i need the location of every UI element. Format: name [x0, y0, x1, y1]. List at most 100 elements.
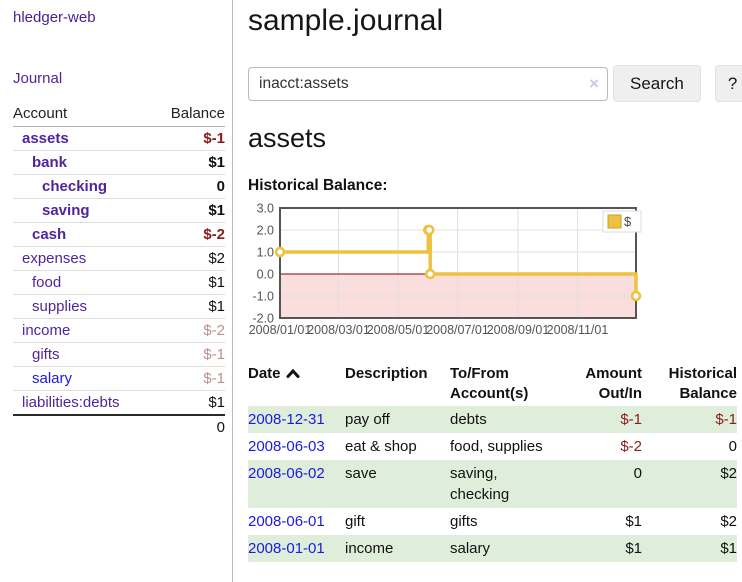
account-link-assets[interactable]: assets [22, 130, 69, 147]
register-amount-cell: $-1 [560, 406, 642, 433]
accounts-header-account: Account [13, 102, 154, 127]
y-tick-label: 0.0 [257, 268, 274, 282]
register-balance-cell: $2 [720, 513, 737, 530]
account-link-income[interactable]: income [22, 322, 71, 339]
transaction-date-link[interactable]: 2008-12-31 [248, 411, 325, 428]
account-name-cell: assets [13, 127, 154, 151]
account-name-cell: bank [13, 150, 154, 175]
search-button[interactable]: Search [613, 65, 701, 102]
register-description-cell: gift [345, 513, 366, 530]
data-point-marker [423, 224, 435, 236]
transaction-date-link[interactable]: 2008-06-01 [248, 513, 325, 530]
plot-border [279, 207, 637, 319]
legend-swatch [607, 214, 622, 229]
account-link-expenses[interactable]: expenses [22, 250, 87, 267]
account-name-cell: food [13, 270, 154, 295]
account-link-bank[interactable]: bank [32, 154, 68, 171]
register-date-cell: 2008-06-01 [248, 508, 345, 535]
account-row: bank $1 [13, 150, 225, 175]
register-balance-cell: $1 [642, 535, 737, 562]
transaction-date-link[interactable]: 2008-06-02 [248, 465, 325, 482]
help-button[interactable]: ? [714, 65, 742, 102]
legend-label: $ [624, 214, 632, 229]
account-name-cell: expenses [13, 246, 154, 271]
app-brand-link[interactable]: hledger-web [13, 9, 96, 26]
chart-label: Historical Balance: [248, 177, 388, 194]
register-balance-cell: 0 [728, 438, 737, 455]
accounts-total-spacer [13, 414, 154, 439]
register-accounts-cell: food, supplies [450, 438, 543, 455]
search-form: × Search ? [248, 65, 742, 102]
register-date-cell: 2008-01-01 [248, 535, 345, 562]
account-heading: assets [248, 123, 327, 153]
register-balance-cell: $2 [642, 460, 737, 508]
account-row: gifts $-1 [13, 342, 225, 367]
account-link-food[interactable]: food [32, 274, 62, 291]
register-header-date[interactable]: Date [248, 362, 345, 406]
account-balance: 0 [153, 174, 225, 199]
search-input[interactable] [248, 66, 608, 101]
register-amount-cell: 0 [560, 460, 642, 508]
account-link-gifts[interactable]: gifts [32, 346, 60, 363]
account-row: salary $-1 [13, 366, 225, 391]
account-link-cash[interactable]: cash [32, 226, 67, 243]
register-description-cell: eat & shop [345, 438, 417, 455]
account-balance: $2 [153, 246, 225, 271]
account-name-cell: salary [13, 366, 154, 391]
register-description-cell: save [345, 460, 450, 508]
account-balance: $-2 [153, 222, 225, 247]
account-link-saving[interactable]: saving [42, 202, 90, 219]
search-input-wrap: × [248, 66, 608, 101]
account-row: saving $1 [13, 198, 225, 223]
account-balance: $-1 [203, 130, 225, 147]
account-balance: $1 [153, 294, 225, 319]
x-tick-label: 2008/11/01 [547, 323, 609, 337]
register-accounts-cell: salary [450, 535, 560, 562]
register-date-cell: 2008-12-31 [248, 406, 345, 433]
sidebar-item-journal[interactable]: Journal [13, 70, 63, 87]
account-row: supplies $1 [13, 294, 225, 319]
y-tick-label: 3.0 [257, 202, 274, 216]
account-link-supplies[interactable]: supplies [32, 298, 88, 315]
x-tick-label: 2008/01/01 [249, 323, 312, 337]
accounts-header-balance: Balance [153, 102, 225, 127]
accounts-total-row: 0 [13, 414, 225, 439]
register-header-row: Date Description To/From Account(s) Amount … [248, 362, 737, 406]
register-amount-cell: $1 [560, 535, 642, 562]
x-tick-label: 2008/07/01 [426, 323, 489, 337]
account-link-checking[interactable]: checking [42, 178, 108, 195]
clear-search-icon[interactable]: × [589, 73, 599, 93]
register-balance-cell: $-1 [642, 406, 737, 433]
x-tick-label: 2008/09/01 [487, 323, 550, 337]
register-amount-cell: $1 [625, 513, 642, 530]
register-row: 2008-12-31 pay off debts $-1 $-1 [248, 406, 737, 433]
accounts-tree-table: Account Balance assets $-1 bank $1 checking 0… [13, 102, 225, 439]
account-balance: $1 [153, 270, 225, 295]
account-row: liabilities:debts $1 [13, 390, 225, 415]
register-row: 2008-06-01 gift gifts $1 $2 [248, 508, 737, 535]
register-header-description: Description [345, 365, 428, 382]
transaction-date-link[interactable]: 2008-06-03 [248, 438, 325, 455]
account-link-liabilities-debts[interactable]: liabilities:debts [22, 394, 120, 411]
register-header-amount-out-in: Amount Out/In [585, 365, 642, 402]
account-name-cell: cash [13, 222, 154, 247]
account-row: assets $-1 [13, 127, 225, 151]
data-point-marker [424, 268, 436, 280]
account-balance: $-2 [153, 318, 225, 343]
account-row: income $-2 [13, 318, 225, 343]
register-description-cell: income [345, 535, 450, 562]
page-title: sample.journal [248, 4, 444, 37]
register-date-cell: 2008-06-03 [248, 433, 345, 460]
register-row: 2008-06-03 eat & shop food, supplies $-2 0 [248, 433, 737, 460]
account-name-cell: saving [13, 198, 154, 223]
y-tick-label: -1.0 [252, 290, 274, 304]
data-point-marker [630, 290, 642, 302]
sidebar: hledger-web Journal Account Balance asse… [0, 0, 233, 582]
account-link-salary[interactable]: salary [32, 370, 73, 387]
register-date-cell: 2008-06-02 [248, 460, 345, 508]
register-header-historical-balance: Historical Balance [668, 365, 737, 402]
x-tick-label: 2008/05/01 [367, 323, 430, 337]
account-balance: $1 [153, 198, 225, 223]
transaction-date-link[interactable]: 2008-01-01 [248, 540, 325, 557]
